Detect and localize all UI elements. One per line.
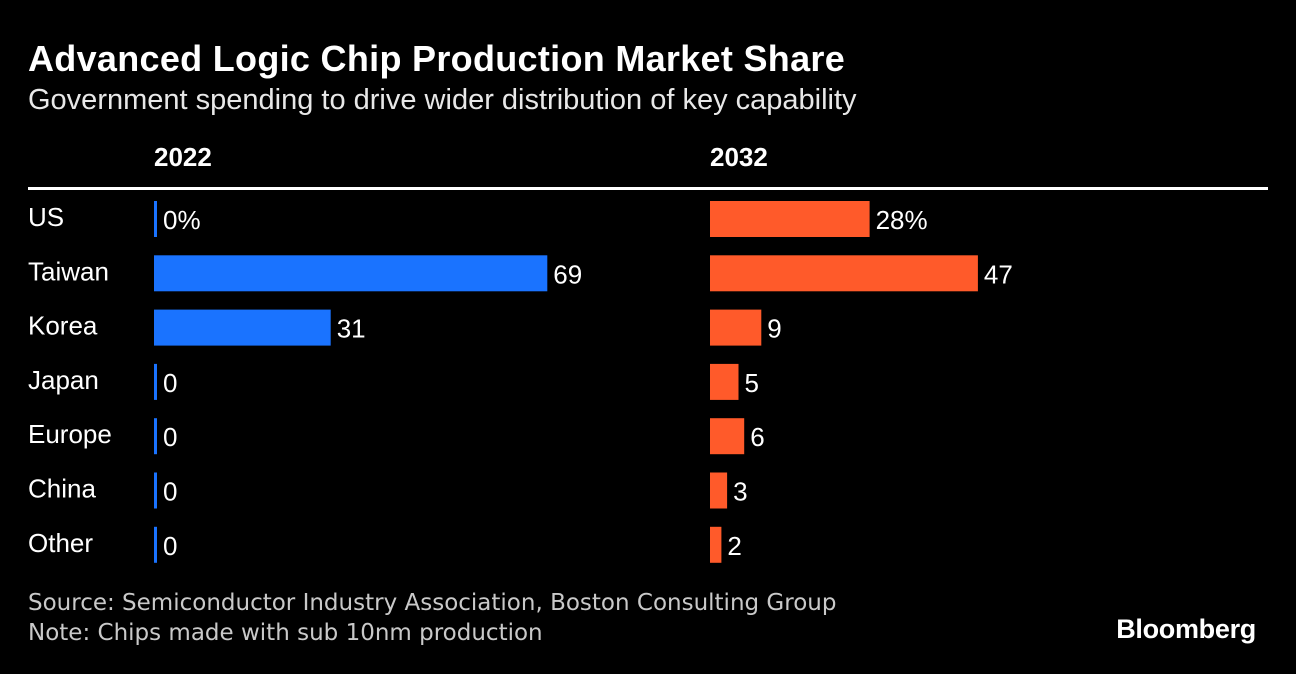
bar-2032-taiwan xyxy=(710,255,978,292)
value-label-2022-japan: 0 xyxy=(163,368,177,398)
value-label-2022-china: 0 xyxy=(163,477,177,507)
bloomberg-logo: Bloomberg xyxy=(1116,614,1256,644)
bar-2022-other xyxy=(154,526,157,563)
category-label-europe: Europe xyxy=(28,419,112,449)
chart-subtitle: Government spending to drive wider distr… xyxy=(28,84,857,116)
bar-2032-china xyxy=(710,472,728,509)
chart-title: Advanced Logic Chip Production Market Sh… xyxy=(28,38,846,79)
bar-2022-japan xyxy=(154,363,157,400)
source-note: Source: Semiconductor Industry Associati… xyxy=(28,590,837,616)
category-label-us: US xyxy=(28,202,64,232)
bar-2032-other xyxy=(710,526,722,563)
value-label-2032-korea: 9 xyxy=(767,314,781,344)
value-label-2022-taiwan: 69 xyxy=(553,259,582,289)
bar-2032-us xyxy=(710,201,870,237)
panel-header-2022: 2022 xyxy=(154,142,212,172)
bar-2022-taiwan xyxy=(154,255,548,292)
category-label-korea: Korea xyxy=(28,311,98,341)
bar-2022-us xyxy=(154,201,157,237)
bar-2022-europe xyxy=(154,418,157,455)
category-label-japan: Japan xyxy=(28,365,99,395)
value-label-2032-china: 3 xyxy=(733,477,747,507)
footnote: Note: Chips made with sub 10nm productio… xyxy=(28,620,543,646)
bar-2022-china xyxy=(154,472,157,509)
bar-2032-japan xyxy=(710,363,739,400)
value-label-2022-other: 0 xyxy=(163,531,177,561)
bar-2022-korea xyxy=(154,309,331,346)
value-label-2032-other: 2 xyxy=(727,531,741,561)
bar-2032-korea xyxy=(710,309,762,346)
category-label-taiwan: Taiwan xyxy=(28,256,109,286)
category-label-china: China xyxy=(28,474,96,504)
value-label-2032-japan: 5 xyxy=(745,368,759,398)
category-label-other: Other xyxy=(28,528,93,558)
panel-header-2032: 2032 xyxy=(710,142,768,172)
value-label-2022-korea: 31 xyxy=(337,314,366,344)
value-label-2032-europe: 6 xyxy=(750,422,764,452)
value-label-2032-taiwan: 47 xyxy=(984,259,1013,289)
value-label-2022-us: 0% xyxy=(163,205,201,235)
bar-2032-europe xyxy=(710,418,745,455)
value-label-2032-us: 28% xyxy=(876,205,928,235)
value-label-2022-europe: 0 xyxy=(163,422,177,452)
header-rule xyxy=(28,187,1268,190)
